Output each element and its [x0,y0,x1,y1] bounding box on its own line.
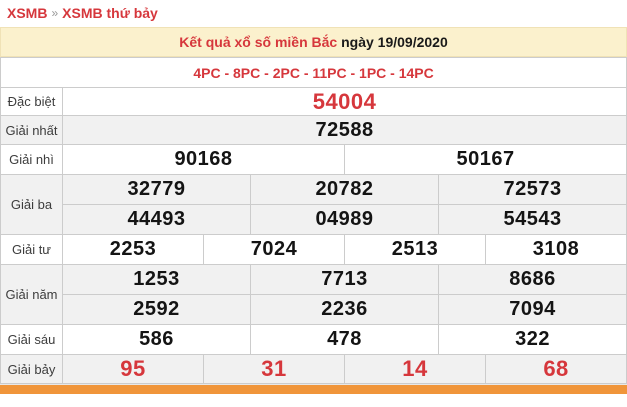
prize-value: 31 [203,354,345,384]
prize-value: 7094 [437,294,627,325]
prize-value: 32779 [62,174,251,205]
prize-value: 2592 [62,294,251,325]
results-title: Kết quả xổ số miền Bắc [179,34,338,50]
prize-value: 478 [250,324,439,355]
prize-value: 68 [484,354,627,384]
breadcrumb-separator: » [51,6,59,20]
breadcrumb-link-xsmb[interactable]: XSMB [7,5,48,21]
prize-row-sau: Giải sáu 586 478 322 [0,324,627,355]
prize-value: 14 [344,354,486,384]
prize-label: Giải nhì [0,144,63,175]
pc-row: 4PC - 8PC - 2PC - 11PC - 1PC - 14PC [0,57,627,88]
prize-row-dac-biet: Đặc biệt 54004 [0,87,627,116]
prize-value: 72573 [437,174,627,205]
results-title-bar: Kết quả xổ số miền Bắc ngày 19/09/2020 [0,27,627,57]
breadcrumb-link-current[interactable]: XSMB thứ bảy [62,5,158,21]
prize-value: 322 [437,324,627,355]
prize-value: 8686 [437,264,627,295]
prize-value: 72588 [61,115,627,145]
prize-value: 50167 [343,144,627,175]
prize-label: Giải nhất [0,115,63,145]
prize-value: 7024 [203,234,345,265]
prize-value: 44493 [62,204,251,235]
prize-value: 7713 [250,264,439,295]
prize-value: 90168 [62,144,345,175]
prize-value: 54004 [61,87,627,116]
prize-row-bay: Giải bảy 95 31 14 68 [0,354,627,384]
prize-row-nam-1: Giải năm 1253 7713 8686 [0,264,627,325]
prize-value: 95 [62,354,204,384]
prize-value: 2236 [250,294,439,325]
results-date: ngày 19/09/2020 [341,34,448,50]
prize-value: 2253 [62,234,204,265]
prize-value: 1253 [62,264,251,295]
prize-row-ba-1: Giải ba 32779 20782 72573 [0,174,627,235]
prize-value: 586 [62,324,251,355]
prize-label: Giải ba [0,174,63,235]
prize-label: Giải bảy [0,354,63,384]
pc-codes: 4PC - 8PC - 2PC - 11PC - 1PC - 14PC [0,57,627,88]
prize-label: Đặc biệt [0,87,63,116]
prize-value: 04989 [250,204,439,235]
prize-value: 2513 [344,234,486,265]
results-table: 4PC - 8PC - 2PC - 11PC - 1PC - 14PC Đặc … [0,57,627,384]
prize-row-nam-2: 2592 2236 7094 [0,294,627,325]
prize-value: 3108 [484,234,627,265]
prize-row-tu: Giải tư 2253 7024 2513 3108 [0,234,627,265]
prize-row-ba-2: 44493 04989 54543 [0,204,627,235]
prize-label: Giải tư [0,234,63,265]
prize-value: 54543 [437,204,627,235]
prize-row-nhat: Giải nhất 72588 [0,115,627,145]
bottom-nav-bar [0,384,627,394]
prize-label: Giải năm [0,264,63,325]
breadcrumb: XSMB» XSMB thứ bảy [0,0,627,27]
prize-label: Giải sáu [0,324,63,355]
prize-row-nhi: Giải nhì 90168 50167 [0,144,627,175]
prize-value: 20782 [250,174,439,205]
